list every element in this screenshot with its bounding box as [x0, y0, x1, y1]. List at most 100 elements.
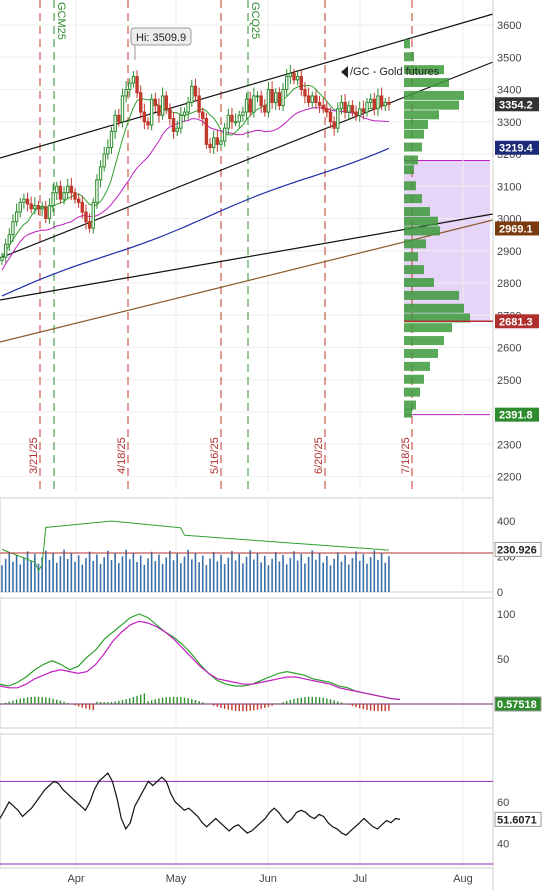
- candle: [98, 160, 103, 188]
- candle-body: [109, 130, 114, 149]
- candle-body: [350, 105, 355, 113]
- last-value-badge: [494, 696, 542, 712]
- last-value-badge: [494, 541, 542, 557]
- candle: [266, 82, 271, 118]
- candle-body: [135, 76, 139, 94]
- candle-body: [149, 98, 154, 126]
- candle: [212, 130, 216, 154]
- candle: [149, 93, 154, 131]
- time-tick-label: Apr: [67, 873, 84, 885]
- price-badge-label: 2681.3: [499, 316, 533, 328]
- candle: [248, 91, 252, 117]
- pointer-icon: [341, 66, 348, 78]
- profile-bar: [404, 165, 414, 175]
- candle-body: [255, 95, 260, 98]
- symbol-title: /GC - Gold futures: [341, 66, 440, 78]
- candle-body: [263, 105, 267, 113]
- candle-body: [372, 98, 377, 110]
- candle-body: [193, 85, 198, 97]
- price-axis: 2200230024002500260027002800290030003100…: [492, 0, 521, 890]
- last-value-label: 51.6071: [497, 814, 537, 826]
- time-tick-label: Jun: [259, 873, 277, 885]
- candle: [142, 103, 147, 130]
- candle: [292, 68, 296, 85]
- profile-bar: [404, 129, 424, 139]
- candle: [328, 107, 333, 129]
- panel-tick-label: 60: [497, 797, 509, 809]
- profile-bar: [404, 408, 412, 418]
- candle-body: [259, 95, 263, 107]
- candle: [281, 83, 285, 112]
- candle: [76, 193, 81, 208]
- price-badge: [495, 97, 539, 112]
- adx-panel: 100 50 0.57518: [0, 597, 542, 729]
- price-badge: [495, 140, 539, 155]
- candle: [314, 90, 318, 109]
- profile-bar: [404, 252, 418, 262]
- candle-body: [204, 118, 209, 145]
- profile-bar: [404, 387, 420, 397]
- candle-body: [106, 147, 110, 155]
- candle: [36, 201, 41, 216]
- candle-body: [160, 95, 165, 116]
- candle-body: [383, 101, 387, 107]
- candle-body: [120, 95, 125, 123]
- candle-body: [270, 89, 274, 103]
- candle-body: [222, 127, 227, 142]
- candle-body: [164, 95, 168, 110]
- candle: [29, 196, 33, 214]
- candle: [87, 213, 92, 233]
- candle-body: [11, 221, 15, 236]
- candle: [270, 81, 274, 109]
- candles: [0, 64, 391, 265]
- candle: [124, 81, 128, 103]
- candle: [66, 178, 70, 200]
- candle: [139, 85, 143, 119]
- candle: [263, 99, 267, 117]
- candle-body: [201, 111, 205, 120]
- profile-bar: [404, 100, 459, 110]
- candle: [131, 71, 136, 88]
- profile-bar: [404, 374, 424, 384]
- candle-body: [47, 205, 52, 220]
- candle-body: [365, 101, 369, 113]
- profile-bar: [404, 313, 470, 323]
- candle: [317, 95, 322, 114]
- profile-bar: [404, 78, 449, 88]
- candle: [204, 113, 209, 149]
- contract-roll-label: GCQ25: [249, 2, 261, 39]
- profile-bar: [404, 194, 422, 204]
- candle: [22, 193, 26, 209]
- candle-body: [95, 179, 99, 203]
- candle-body: [332, 121, 336, 129]
- profile-bar: [404, 239, 426, 249]
- candle-body: [58, 185, 63, 200]
- candle-body: [142, 111, 147, 123]
- candle-body: [215, 137, 220, 145]
- profile-bar: [404, 265, 424, 275]
- candle-body: [361, 108, 366, 113]
- candle-body: [18, 201, 22, 213]
- profile-bar: [404, 278, 434, 287]
- candle-body: [76, 198, 81, 203]
- candle-body: [87, 221, 92, 229]
- candle: [146, 117, 150, 130]
- candle-body: [237, 114, 241, 123]
- candle-body: [66, 185, 70, 194]
- rsi-panel: 60 40 51.6071: [0, 733, 542, 869]
- candle: [233, 113, 238, 127]
- time-tick-label: Jul: [353, 873, 367, 885]
- profile-bar: [404, 52, 414, 62]
- candle: [208, 137, 212, 154]
- candle: [336, 102, 340, 133]
- candle-body: [186, 101, 190, 113]
- candle-body: [51, 192, 55, 207]
- candle-body: [91, 201, 95, 229]
- candle: [383, 97, 387, 112]
- candle-body: [336, 108, 340, 129]
- candle-body: [295, 76, 300, 81]
- candle-body: [128, 82, 132, 91]
- candle: [285, 69, 289, 96]
- candle: [306, 87, 311, 107]
- candle: [51, 184, 55, 213]
